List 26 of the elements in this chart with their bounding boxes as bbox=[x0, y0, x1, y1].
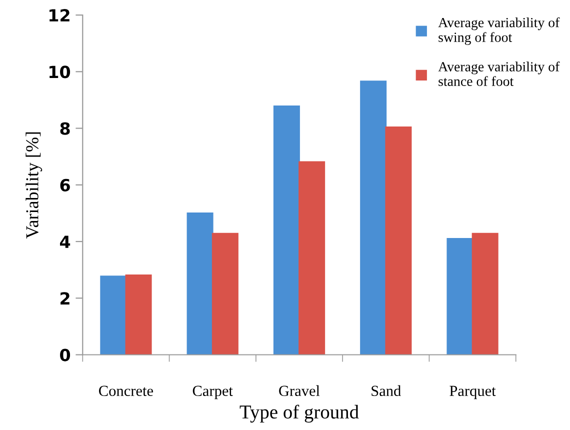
bar bbox=[446, 238, 474, 355]
bar bbox=[360, 80, 387, 355]
bar bbox=[472, 232, 498, 355]
x-tick-label: Sand bbox=[372, 385, 401, 396]
bar bbox=[186, 212, 214, 355]
bar bbox=[298, 161, 326, 355]
x-tick-label: Parquet bbox=[450, 386, 496, 400]
x-axis-title: Type of ground bbox=[240, 404, 359, 423]
y-tick-label: 4 bbox=[60, 236, 70, 248]
bar bbox=[125, 274, 152, 355]
x-tick-label: Concrete bbox=[99, 386, 154, 396]
x-tick-label: Carpet bbox=[192, 386, 233, 400]
y-tick-label: 8 bbox=[60, 122, 70, 135]
y-tick-label: 12 bbox=[50, 9, 70, 22]
y-tick-label: 2 bbox=[60, 292, 70, 304]
y-tick-label: 6 bbox=[60, 178, 70, 192]
y-tick-label: 10 bbox=[50, 66, 70, 78]
y-tick-label: 0 bbox=[60, 348, 70, 362]
bar bbox=[100, 276, 127, 355]
legend-label: Average variability of stance of foot bbox=[438, 62, 560, 86]
x-tick-label: Gravel bbox=[279, 385, 320, 396]
bar bbox=[385, 126, 412, 355]
bar bbox=[212, 232, 238, 355]
y-axis-title: Variability [%] bbox=[26, 132, 42, 239]
bar bbox=[273, 106, 300, 355]
legend-label: Average variability of swing of foot bbox=[438, 17, 560, 45]
